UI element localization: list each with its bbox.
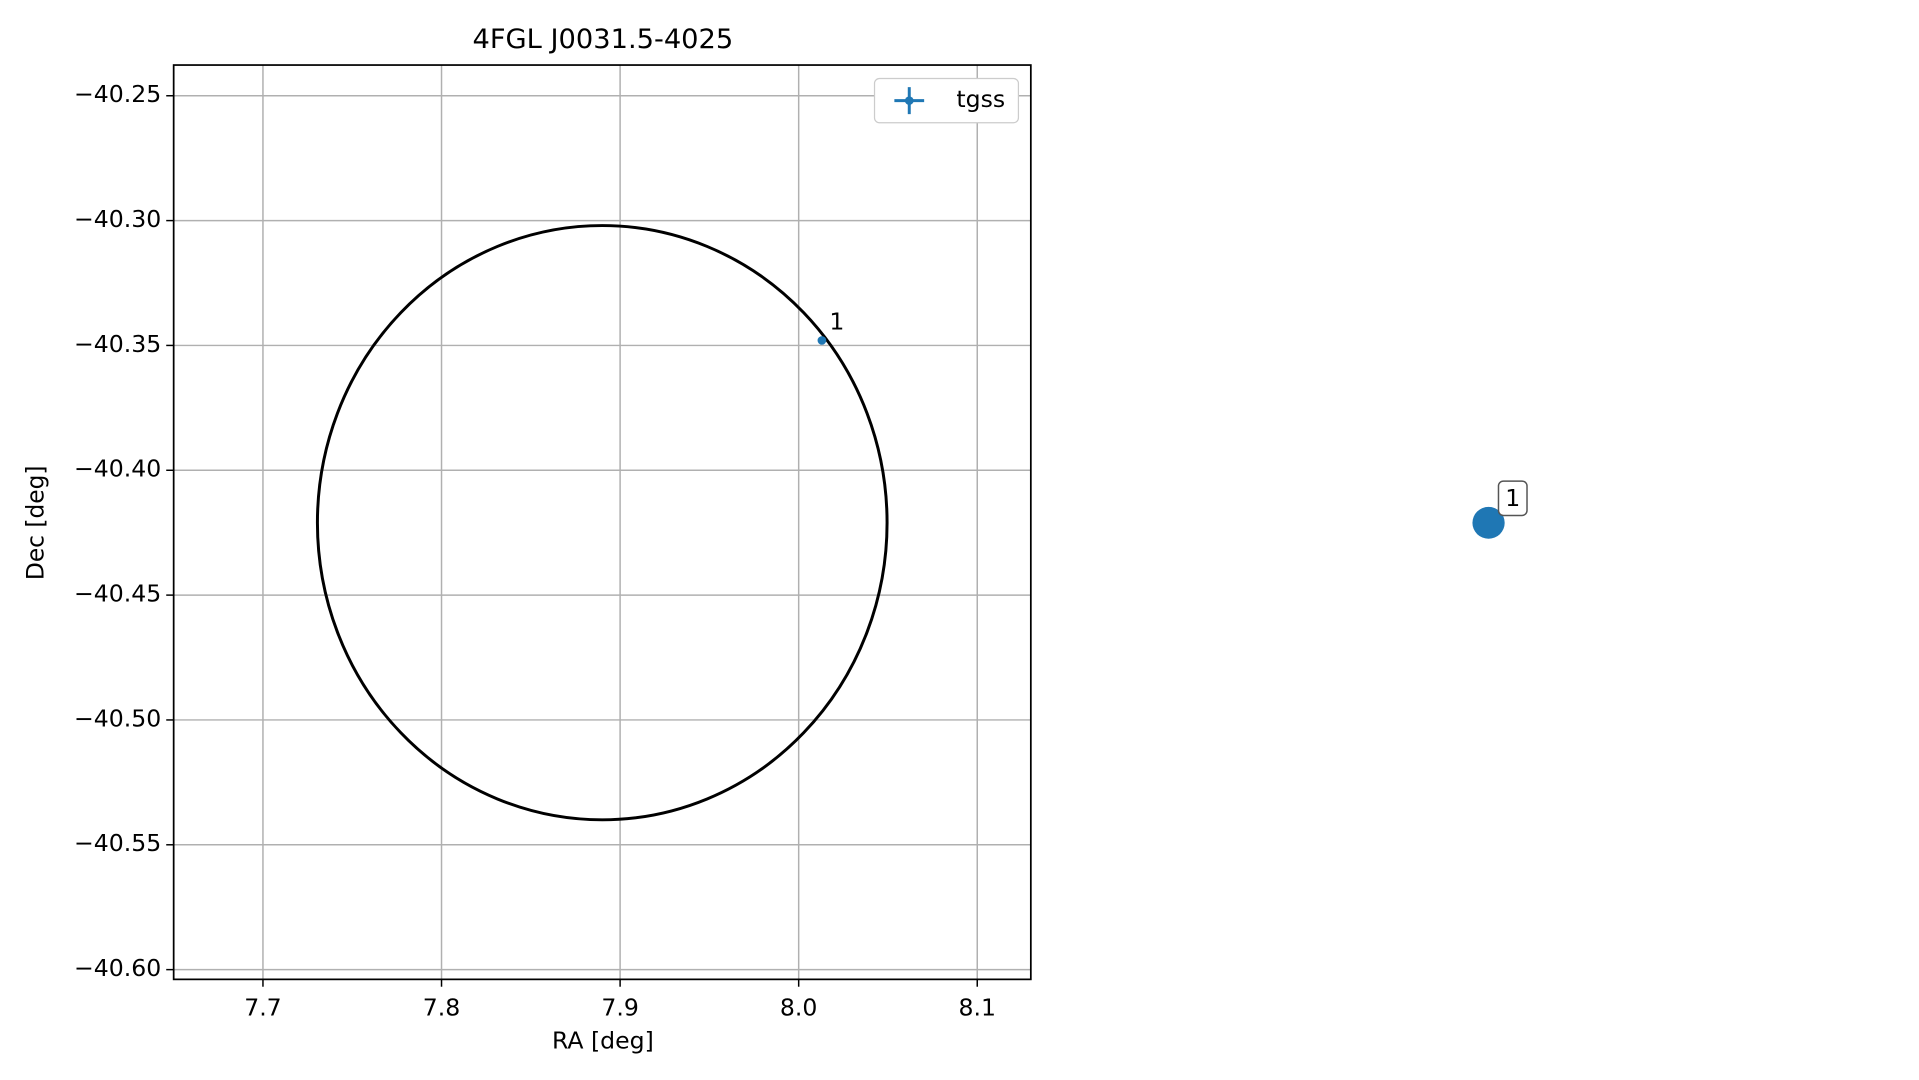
y-tick-label: −40.55 <box>74 829 161 857</box>
y-tick-label: −40.25 <box>74 80 161 108</box>
x-tick-label: 8.1 <box>959 993 996 1021</box>
y-tick-label: −40.40 <box>74 455 161 483</box>
legend-marker <box>904 96 914 105</box>
y-axis-label: Dec [deg] <box>22 465 50 580</box>
marker-dot <box>1472 506 1505 539</box>
marker-label: 1 <box>1505 484 1520 512</box>
y-tick-label: −40.30 <box>74 205 161 233</box>
chart-title: 4FGL J0031.5-4025 <box>473 24 734 55</box>
legend-label: tgss <box>956 85 1005 113</box>
x-tick-label: 8.0 <box>780 993 817 1021</box>
x-tick-label: 7.9 <box>601 993 638 1021</box>
x-axis-label: RA [deg] <box>552 1027 654 1055</box>
y-tick-label: −40.35 <box>74 330 161 358</box>
marker-label-box <box>1497 480 1528 517</box>
annotation: 1 <box>829 308 844 336</box>
error-ellipse <box>315 224 889 822</box>
data-point <box>817 336 827 345</box>
plot-frame <box>172 64 1032 981</box>
y-tick-label: −40.45 <box>74 580 161 608</box>
y-tick-label: −40.50 <box>74 705 161 733</box>
x-tick-label: 7.8 <box>423 993 460 1021</box>
x-tick-label: 7.7 <box>244 993 281 1021</box>
y-tick-label: −40.60 <box>74 954 161 982</box>
